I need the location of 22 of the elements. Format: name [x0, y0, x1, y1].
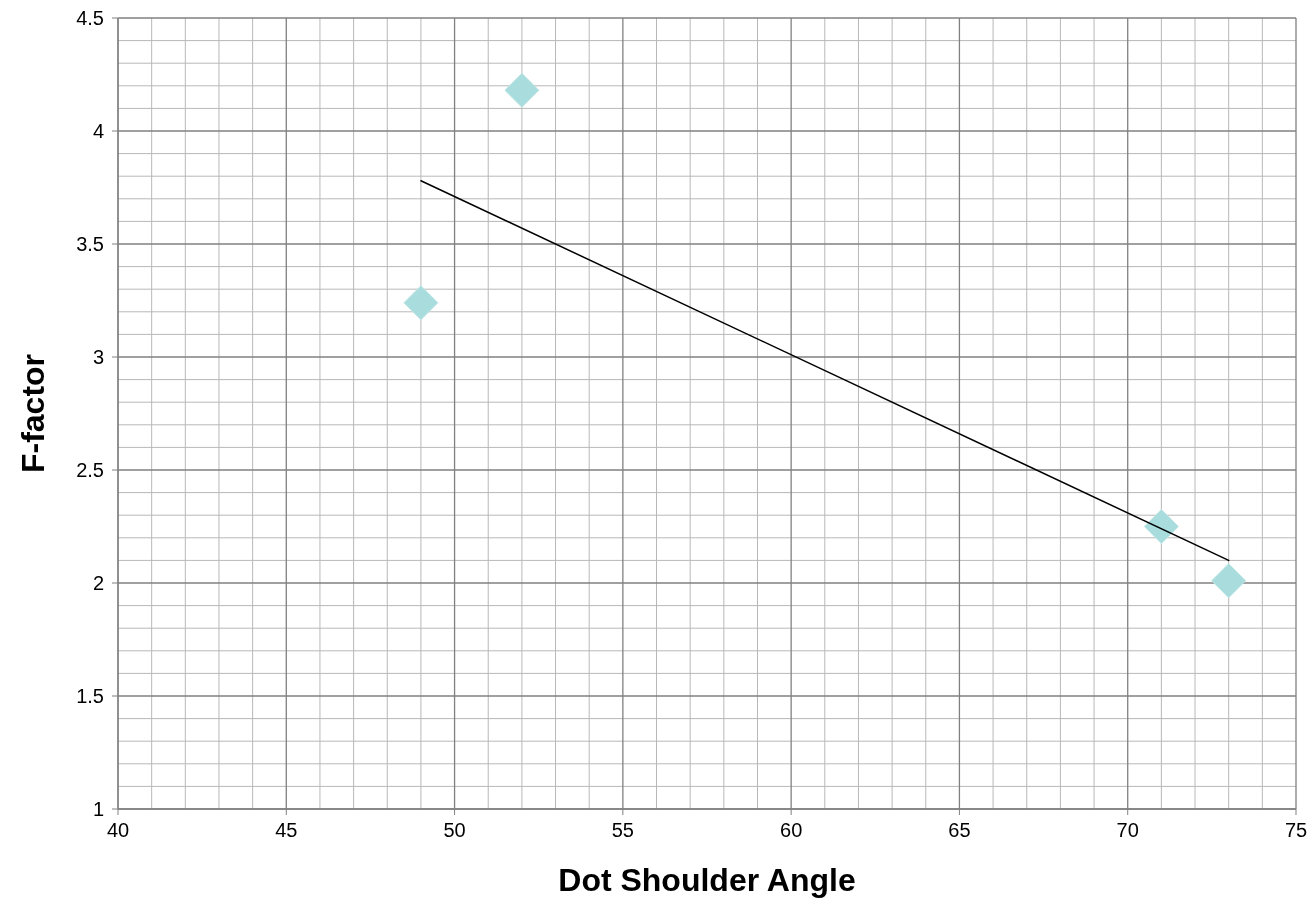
y-tick-label: 2	[92, 572, 104, 594]
y-tick-label: 4.5	[76, 7, 104, 29]
y-tick-label: 3.5	[76, 233, 104, 255]
y-tick-label: 3	[92, 346, 104, 368]
y-tick-label: 1	[92, 798, 104, 820]
x-tick-label: 55	[611, 819, 634, 841]
x-tick-label: 60	[780, 819, 803, 841]
y-tick-label: 4	[92, 120, 104, 142]
y-tick-label: 2.5	[76, 459, 104, 481]
point	[403, 285, 439, 321]
point	[504, 72, 540, 108]
point	[1143, 509, 1179, 544]
point	[1211, 563, 1247, 599]
y-axis-title: F-factor	[15, 353, 51, 474]
x-tick-label: 65	[948, 819, 971, 841]
x-axis-title: Dot Shoulder Angle	[558, 862, 856, 898]
x-tick-label: 50	[443, 819, 466, 841]
x-tick-label: 70	[1116, 819, 1139, 841]
x-tick-label: 75	[1284, 819, 1308, 841]
x-tick-label: 40	[106, 819, 130, 841]
x-tick-label: 45	[275, 819, 298, 841]
y-tick-label: 1.5	[76, 685, 104, 707]
